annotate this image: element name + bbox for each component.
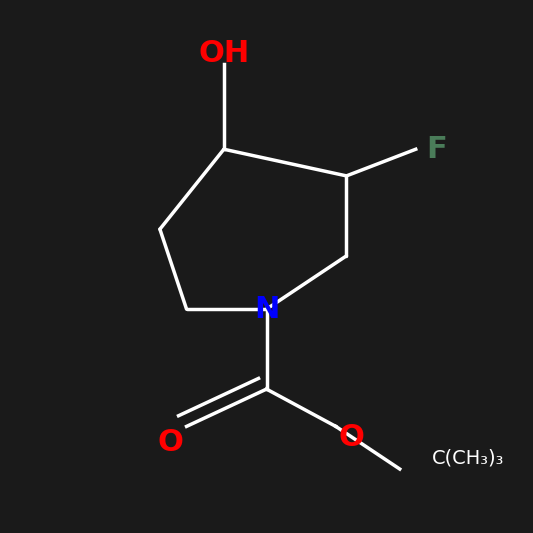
Text: O: O <box>339 423 365 451</box>
Text: O: O <box>158 428 183 457</box>
Text: OH: OH <box>198 39 249 68</box>
Text: F: F <box>426 135 447 164</box>
Text: N: N <box>254 295 279 324</box>
Text: C(CH₃)₃: C(CH₃)₃ <box>432 449 504 468</box>
